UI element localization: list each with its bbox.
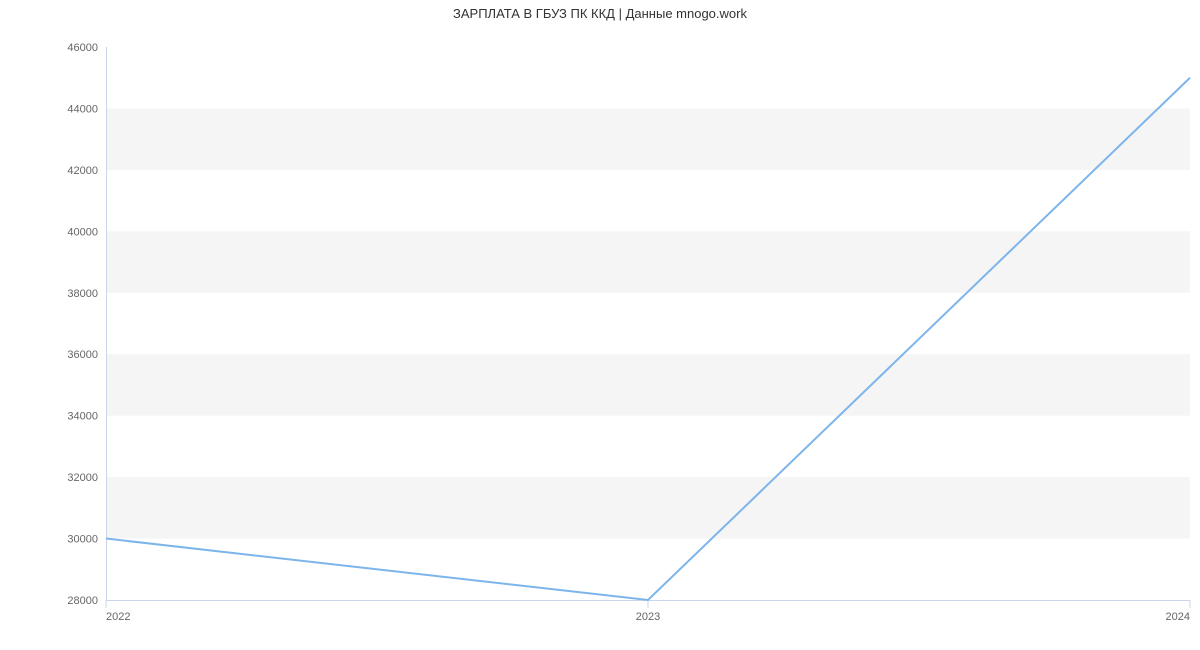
x-tick-label: 2024 — [1166, 611, 1190, 623]
y-tick-label: 46000 — [67, 42, 98, 54]
y-tick-label: 38000 — [67, 288, 98, 300]
y-tick-label: 36000 — [67, 349, 98, 361]
chart-title: ЗАРПЛАТА В ГБУЗ ПК ККД | Данные mnogo.wo… — [0, 6, 1200, 21]
y-tick-label: 40000 — [67, 226, 98, 238]
x-tick-label: 2023 — [636, 611, 660, 623]
y-tick-label: 32000 — [67, 472, 98, 484]
salary-chart: ЗАРПЛАТА В ГБУЗ ПК ККД | Данные mnogo.wo… — [0, 0, 1200, 650]
y-tick-label: 28000 — [67, 595, 98, 607]
x-tick-label: 2022 — [106, 611, 130, 623]
chart-svg: 28000 30000 32000 34000 36000 38000 40000 42000… — [0, 0, 1200, 650]
y-tick-label: 34000 — [67, 411, 98, 423]
y-tick-label: 30000 — [67, 534, 98, 546]
y-tick-label: 42000 — [67, 165, 98, 177]
y-tick-label: 44000 — [67, 103, 98, 115]
